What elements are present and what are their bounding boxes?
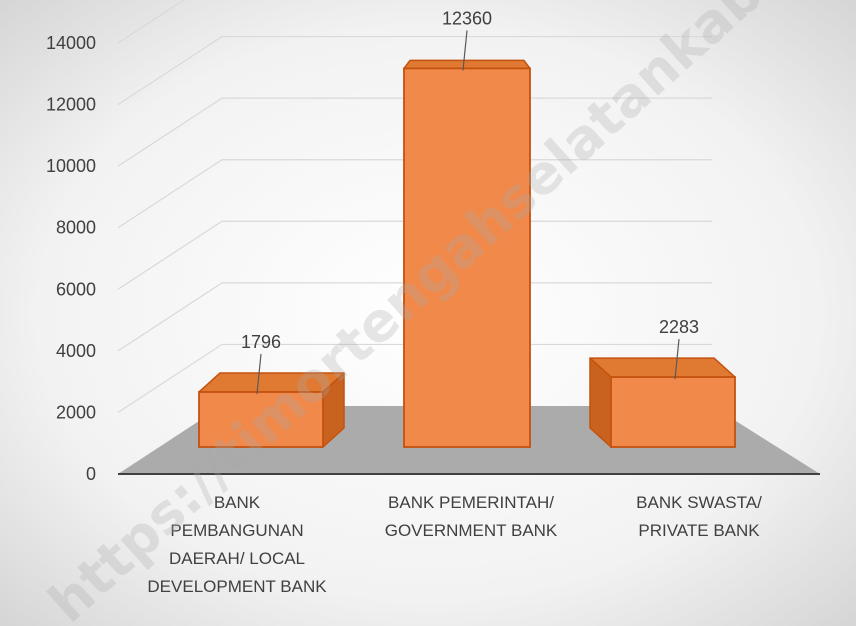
gridline <box>117 0 185 44</box>
data-label: 2283 <box>659 317 699 337</box>
y-tick-label: 12000 <box>46 95 96 115</box>
y-tick-label: 4000 <box>56 341 96 361</box>
gridline <box>117 35 712 106</box>
y-tick-label: 14000 <box>46 33 96 53</box>
gridline <box>117 97 712 167</box>
bar-front-face <box>403 67 531 448</box>
data-label: 1796 <box>241 332 281 352</box>
gridline <box>117 343 712 413</box>
bar-top-face <box>589 357 736 378</box>
data-label-leader <box>256 353 262 395</box>
y-tick-label: 0 <box>86 464 96 484</box>
bar <box>198 372 345 448</box>
data-label: 12360 <box>442 8 492 28</box>
x-category-label: BANK PEMBANGUNAN DAERAH/ LOCAL DEVELOPMENT … <box>147 493 327 596</box>
bar-top-face <box>403 59 531 70</box>
gridline <box>117 159 712 229</box>
bar <box>403 59 531 448</box>
bars <box>198 59 736 448</box>
y-tick-label: 6000 <box>56 279 96 299</box>
gridline <box>117 282 712 352</box>
bar-front-face <box>610 376 736 448</box>
gridline <box>117 220 712 290</box>
bar-front-face <box>198 391 324 448</box>
y-tick-label: 2000 <box>56 402 96 422</box>
x-category-label: BANK PEMERINTAH/GOVERNMENT BANK <box>385 493 558 540</box>
labels: 0 2000 4000 6000 8000 10000 12000 14000 1796 BANK… <box>46 8 762 596</box>
data-label-leader <box>674 339 680 380</box>
bar <box>589 357 736 448</box>
y-tick-label: 8000 <box>56 218 96 238</box>
y-tick-label: 10000 <box>46 156 96 176</box>
gridlines <box>117 0 712 413</box>
x-category-label: BANK SWASTA/PRIVATE BANK <box>636 493 762 540</box>
data-label-leader <box>462 30 468 71</box>
